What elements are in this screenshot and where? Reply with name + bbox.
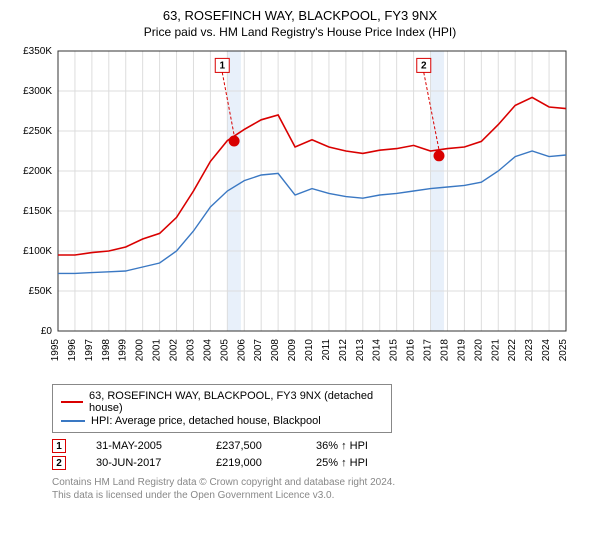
- legend-swatch: [61, 401, 83, 403]
- x-tick-label: 2025: [558, 339, 569, 362]
- x-tick-label: 2019: [456, 339, 467, 362]
- sale-price: £219,000: [216, 457, 286, 469]
- legend-row: HPI: Average price, detached house, Blac…: [61, 415, 383, 427]
- highlight-band: [227, 51, 241, 331]
- x-tick-label: 1998: [101, 339, 112, 362]
- sale-row: 1 31-MAY-2005 £237,500 36% ↑ HPI: [52, 439, 588, 453]
- y-tick-label: £250K: [23, 126, 52, 137]
- legend: 63, ROSEFINCH WAY, BLACKPOOL, FY3 9NX (d…: [52, 384, 392, 433]
- y-tick-label: £200K: [23, 166, 52, 177]
- x-tick-label: 1996: [67, 339, 78, 362]
- x-tick-label: 1997: [84, 339, 95, 362]
- x-tick-label: 1999: [118, 339, 129, 362]
- x-tick-label: 2016: [406, 339, 417, 362]
- x-tick-label: 2002: [169, 339, 180, 362]
- x-tick-label: 2001: [152, 339, 163, 362]
- x-tick-label: 2024: [541, 339, 552, 362]
- y-tick-label: £350K: [23, 46, 52, 57]
- sale-delta: 36% ↑ HPI: [316, 440, 396, 452]
- x-tick-label: 2022: [507, 339, 518, 362]
- y-tick-label: £100K: [23, 246, 52, 257]
- attribution: Contains HM Land Registry data © Crown c…: [52, 476, 588, 502]
- x-tick-label: 2020: [473, 339, 484, 362]
- callout-number: 1: [219, 60, 225, 71]
- y-tick-label: £150K: [23, 206, 52, 217]
- x-tick-label: 2011: [321, 339, 332, 361]
- x-tick-label: 2000: [135, 339, 146, 362]
- x-tick-label: 2010: [304, 339, 315, 362]
- y-tick-label: £50K: [29, 286, 53, 297]
- x-tick-label: 2013: [355, 339, 366, 362]
- legend-swatch: [61, 420, 85, 422]
- y-tick-label: £300K: [23, 86, 52, 97]
- x-tick-label: 2009: [287, 339, 298, 362]
- sale-marker: [229, 136, 239, 146]
- x-tick-label: 2005: [219, 339, 230, 362]
- x-tick-label: 2015: [389, 339, 400, 362]
- x-tick-label: 1995: [50, 339, 61, 362]
- sale-row: 2 30-JUN-2017 £219,000 25% ↑ HPI: [52, 456, 588, 470]
- price-chart: £0 £50K £100K £150K £200K £250K £300K £350K 1995…: [12, 45, 588, 380]
- highlight-band: [431, 51, 445, 331]
- x-tick-label: 2017: [423, 339, 434, 362]
- page-subtitle: Price paid vs. HM Land Registry's House …: [12, 25, 588, 39]
- sales-table: 1 31-MAY-2005 £237,500 36% ↑ HPI 2 30-JUN-201…: [52, 439, 588, 470]
- sale-delta: 25% ↑ HPI: [316, 457, 396, 469]
- y-tick-label: £0: [41, 326, 53, 337]
- sale-date: 31-MAY-2005: [96, 440, 186, 452]
- x-tick-label: 2012: [338, 339, 349, 362]
- legend-row: 63, ROSEFINCH WAY, BLACKPOOL, FY3 9NX (d…: [61, 390, 383, 414]
- x-tick-label: 2008: [270, 339, 281, 362]
- sale-date: 30-JUN-2017: [96, 457, 186, 469]
- sale-marker-box: 2: [52, 456, 66, 470]
- legend-label: HPI: Average price, detached house, Blac…: [91, 415, 321, 427]
- x-tick-label: 2014: [372, 339, 383, 362]
- sale-marker: [434, 151, 444, 161]
- x-tick-label: 2003: [185, 339, 196, 362]
- x-tick-label: 2021: [490, 339, 501, 362]
- attribution-line: Contains HM Land Registry data © Crown c…: [52, 476, 588, 489]
- page-title: 63, ROSEFINCH WAY, BLACKPOOL, FY3 9NX: [12, 8, 588, 23]
- x-tick-label: 2004: [202, 339, 213, 362]
- x-tick-label: 2006: [236, 339, 247, 362]
- callout-number: 2: [421, 60, 427, 71]
- legend-label: 63, ROSEFINCH WAY, BLACKPOOL, FY3 9NX (d…: [89, 390, 383, 414]
- x-tick-label: 2007: [253, 339, 264, 362]
- sale-price: £237,500: [216, 440, 286, 452]
- attribution-line: This data is licensed under the Open Gov…: [52, 489, 588, 502]
- sale-marker-box: 1: [52, 439, 66, 453]
- x-tick-label: 2018: [439, 339, 450, 362]
- x-tick-label: 2023: [524, 339, 535, 362]
